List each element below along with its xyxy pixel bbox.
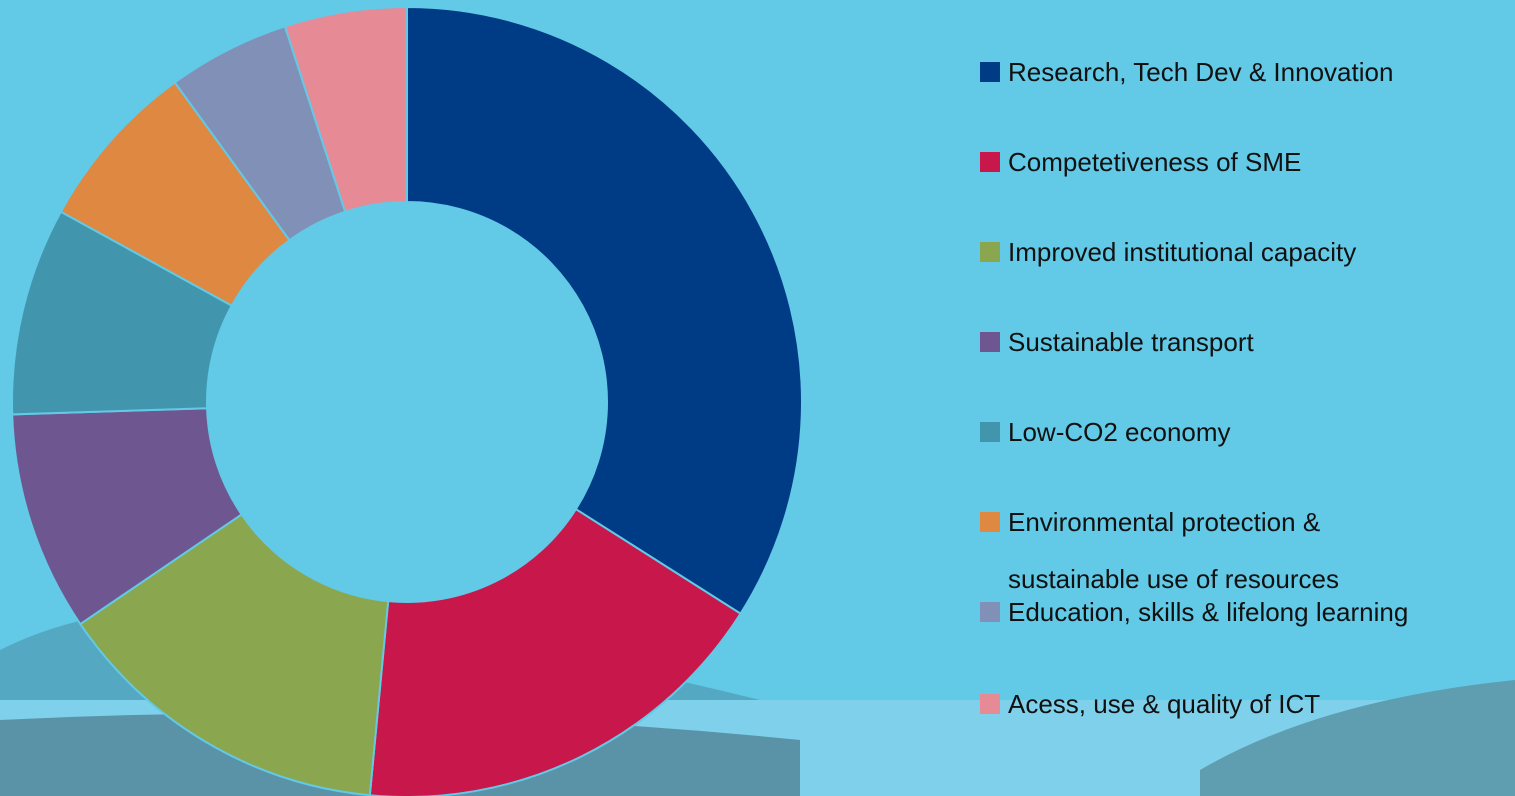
legend-swatch	[980, 332, 1000, 352]
legend-item: Environmental protection & sustainable u…	[980, 494, 1408, 608]
island	[1200, 680, 1515, 796]
legend-item: Acess, use & quality of ICT	[980, 676, 1320, 733]
donut-segment	[283, 5, 408, 214]
legend-item: Low-CO2 economy	[980, 404, 1231, 461]
legend-label: Low-CO2 economy	[1008, 417, 1231, 447]
legend-swatch	[980, 512, 1000, 532]
legend-label: Sustainable transport	[1008, 327, 1254, 357]
donut-segment	[78, 513, 390, 796]
donut-segment	[406, 5, 803, 616]
legend-label: Research, Tech Dev & Innovation	[1008, 57, 1394, 87]
donut	[11, 5, 803, 796]
legend-item: Sustainable transport	[980, 314, 1254, 371]
legend-swatch	[980, 602, 1000, 622]
legend-swatch	[980, 422, 1000, 442]
legend-swatch	[980, 62, 1000, 82]
legend-swatch	[980, 152, 1000, 172]
legend-label: Competetiveness of SME	[1008, 147, 1302, 177]
legend-item: Competetiveness of SME	[980, 134, 1301, 191]
legend-swatch	[980, 242, 1000, 262]
legend-item: Improved institutional capacity	[980, 224, 1356, 281]
legend-item: Education, skills & lifelong learning	[980, 584, 1408, 641]
legend-item: Research, Tech Dev & Innovation	[980, 44, 1393, 101]
legend-label: Acess, use & quality of ICT	[1008, 689, 1321, 719]
legend-swatch	[980, 694, 1000, 714]
legend-label: Environmental protection & sustainable u…	[1008, 507, 1339, 594]
donut-segment	[368, 507, 742, 796]
legend-label: Education, skills & lifelong learning	[1008, 597, 1409, 627]
legend-label: Improved institutional capacity	[1008, 237, 1357, 267]
